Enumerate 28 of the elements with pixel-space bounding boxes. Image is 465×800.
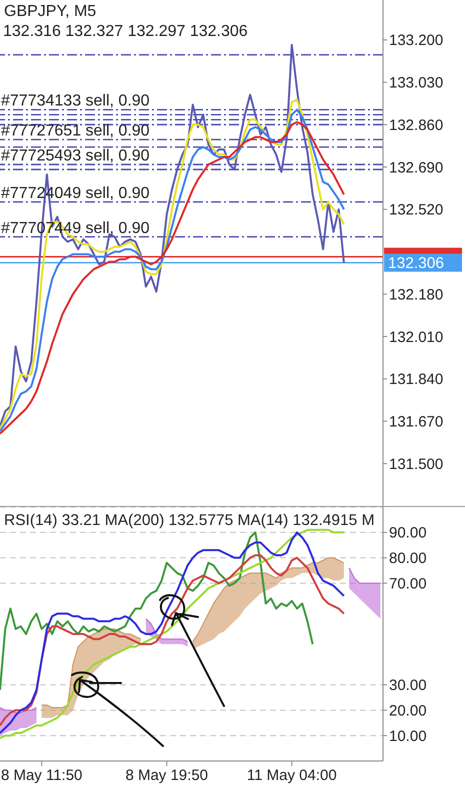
y-tick-label: 132.690 [389,159,444,176]
y-tick-label: 131.670 [389,414,444,431]
text: 132.316 132.327 132.297 132.306 [3,23,248,41]
line-series [0,531,314,691]
y-tick-label: 20.00 [389,702,427,720]
ref-line-label: 132.306 [388,255,444,272]
y-tick-label: 133.200 [389,32,444,50]
y-tick-label: 131.500 [389,456,444,473]
y-tick-label: 133.030 [389,74,444,92]
y-tick-label: 90.00 [389,524,427,542]
x-tick-label: 8 May 19:50 [125,767,208,784]
x-tick-label: 11 May 04:00 [246,767,337,784]
line-series [0,554,345,726]
y-tick-label: 80.00 [389,550,427,568]
x-tick-label: 8 May 11:50 [0,767,82,784]
ref-line-label: #77727651 sell, 0.90 [1,122,150,140]
chart-title: RSI(14) 33.21 MA(200) 132.5775 MA(14) 132.4915 M [4,512,374,530]
y-tick-label: 70.00 [389,576,427,593]
y-tick-label: 30.00 [389,677,427,694]
chart-title: GBPJPY, M5 [4,3,96,21]
y-tick-label: 132.180 [389,286,444,304]
y-tick-label: 132.860 [389,116,444,134]
y-tick-label: 131.840 [389,371,444,388]
y-tick-label: 10.00 [389,728,427,745]
y-tick-label: 132.010 [389,328,444,346]
ref-line-label: #77725493 sell, 0.90 [1,148,150,165]
y-tick-label: 132.520 [389,202,444,219]
ref-line-label: #77734133 sell, 0.90 [1,92,150,110]
